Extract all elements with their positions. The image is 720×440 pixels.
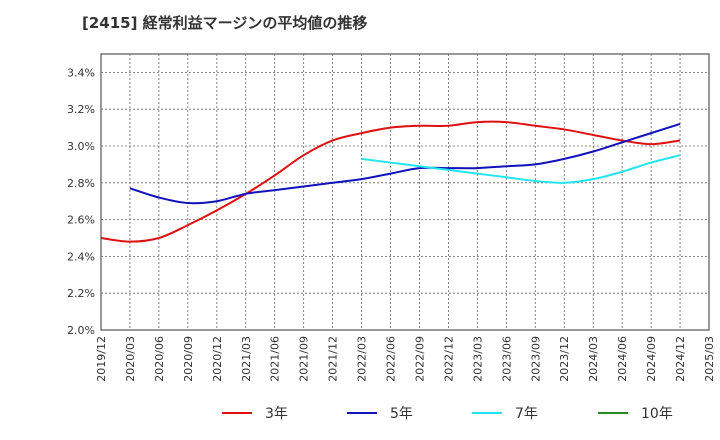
y-tick-label: 3.4%	[67, 66, 95, 79]
y-tick-label: 2.8%	[67, 177, 95, 190]
y-tick-label: 2.0%	[67, 324, 95, 337]
x-tick-label: 2024/06	[616, 336, 629, 382]
legend-label-1: 5年	[390, 406, 413, 422]
x-tick-label: 2024/03	[587, 336, 600, 382]
x-tick-label: 2023/06	[500, 336, 513, 382]
x-tick-label: 2020/12	[211, 336, 224, 382]
x-tick-label: 2022/09	[413, 336, 426, 382]
series-line-0	[100, 120, 681, 243]
legend-label-2: 7年	[515, 406, 538, 422]
x-tick-label: 2023/09	[529, 336, 542, 382]
x-tick-label: 2020/09	[182, 336, 195, 382]
x-tick-label: 2024/12	[674, 336, 687, 382]
x-tick-label: 2025/03	[703, 336, 716, 382]
legend: 3年 5年 7年 10年	[222, 406, 673, 422]
legend-label-3: 10年	[641, 406, 673, 422]
x-tick-label: 2023/12	[558, 336, 571, 382]
x-tick-label: 2019/12	[95, 336, 108, 382]
y-tick-label: 2.2%	[67, 287, 95, 300]
x-tick-label: 2022/03	[356, 336, 369, 382]
series-line-2	[361, 154, 681, 184]
x-tick-label: 2022/06	[385, 336, 398, 382]
y-tick-label: 2.4%	[67, 250, 95, 263]
y-tick-label: 2.6%	[67, 214, 95, 227]
x-tick-label: 2020/03	[124, 336, 137, 382]
x-tick-label: 2020/06	[153, 336, 166, 382]
x-tick-label: 2021/09	[298, 336, 311, 382]
y-tick-label: 3.0%	[67, 140, 95, 153]
plot-area: 2.0% 2.2% 2.4% 2.6% 2.8% 3.0% 3.2% 3.4% 2019/12 2…	[67, 53, 716, 382]
x-tick-label: 2021/06	[269, 336, 282, 382]
y-tick-label: 3.2%	[67, 103, 95, 116]
x-tick-label: 2023/03	[471, 336, 484, 382]
legend-label-0: 3年	[265, 406, 288, 422]
x-tick-label: 2024/09	[645, 336, 658, 382]
plot-border	[100, 53, 710, 331]
chart-title: [2415] 経常利益マージンの平均値の推移	[82, 14, 367, 32]
x-tick-label: 2021/12	[327, 336, 340, 382]
series-line-1	[129, 122, 681, 205]
x-tick-label: 2021/03	[240, 336, 253, 382]
x-tick-label: 2022/12	[442, 336, 455, 382]
